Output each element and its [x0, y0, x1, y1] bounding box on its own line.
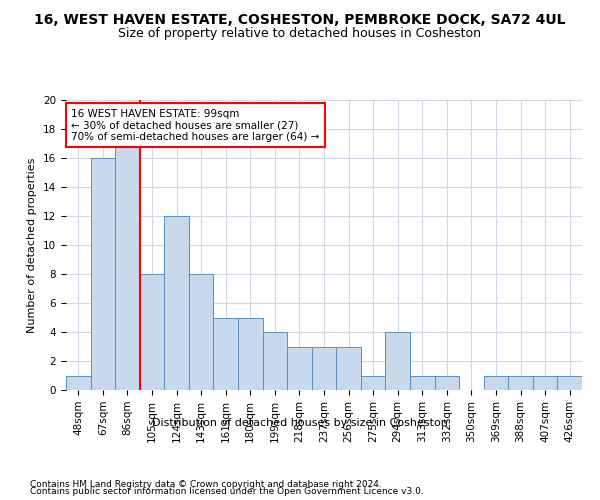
Bar [508, 376, 533, 390]
Text: 16, WEST HAVEN ESTATE, COSHESTON, PEMBROKE DOCK, SA72 4UL: 16, WEST HAVEN ESTATE, COSHESTON, PEMBRO… [34, 12, 566, 26]
Text: Contains HM Land Registry data © Crown copyright and database right 2024.: Contains HM Land Registry data © Crown c… [30, 480, 382, 489]
Text: 16 WEST HAVEN ESTATE: 99sqm
← 30% of detached houses are smaller (27)
70% of sem: 16 WEST HAVEN ESTATE: 99sqm ← 30% of det… [71, 108, 320, 142]
Bar [385, 332, 410, 390]
Bar [557, 376, 582, 390]
Bar [115, 144, 140, 390]
Bar [91, 158, 115, 390]
Bar [312, 346, 336, 390]
Bar [214, 318, 238, 390]
Bar [140, 274, 164, 390]
Bar [189, 274, 214, 390]
Bar [263, 332, 287, 390]
Bar [336, 346, 361, 390]
Bar [484, 376, 508, 390]
Text: Contains public sector information licensed under the Open Government Licence v3: Contains public sector information licen… [30, 488, 424, 496]
Bar [533, 376, 557, 390]
Bar [434, 376, 459, 390]
Bar [410, 376, 434, 390]
Bar [66, 376, 91, 390]
Text: Distribution of detached houses by size in Cosheston: Distribution of detached houses by size … [152, 418, 448, 428]
Y-axis label: Number of detached properties: Number of detached properties [28, 158, 37, 332]
Text: Size of property relative to detached houses in Cosheston: Size of property relative to detached ho… [119, 28, 482, 40]
Bar [361, 376, 385, 390]
Bar [164, 216, 189, 390]
Bar [238, 318, 263, 390]
Bar [287, 346, 312, 390]
